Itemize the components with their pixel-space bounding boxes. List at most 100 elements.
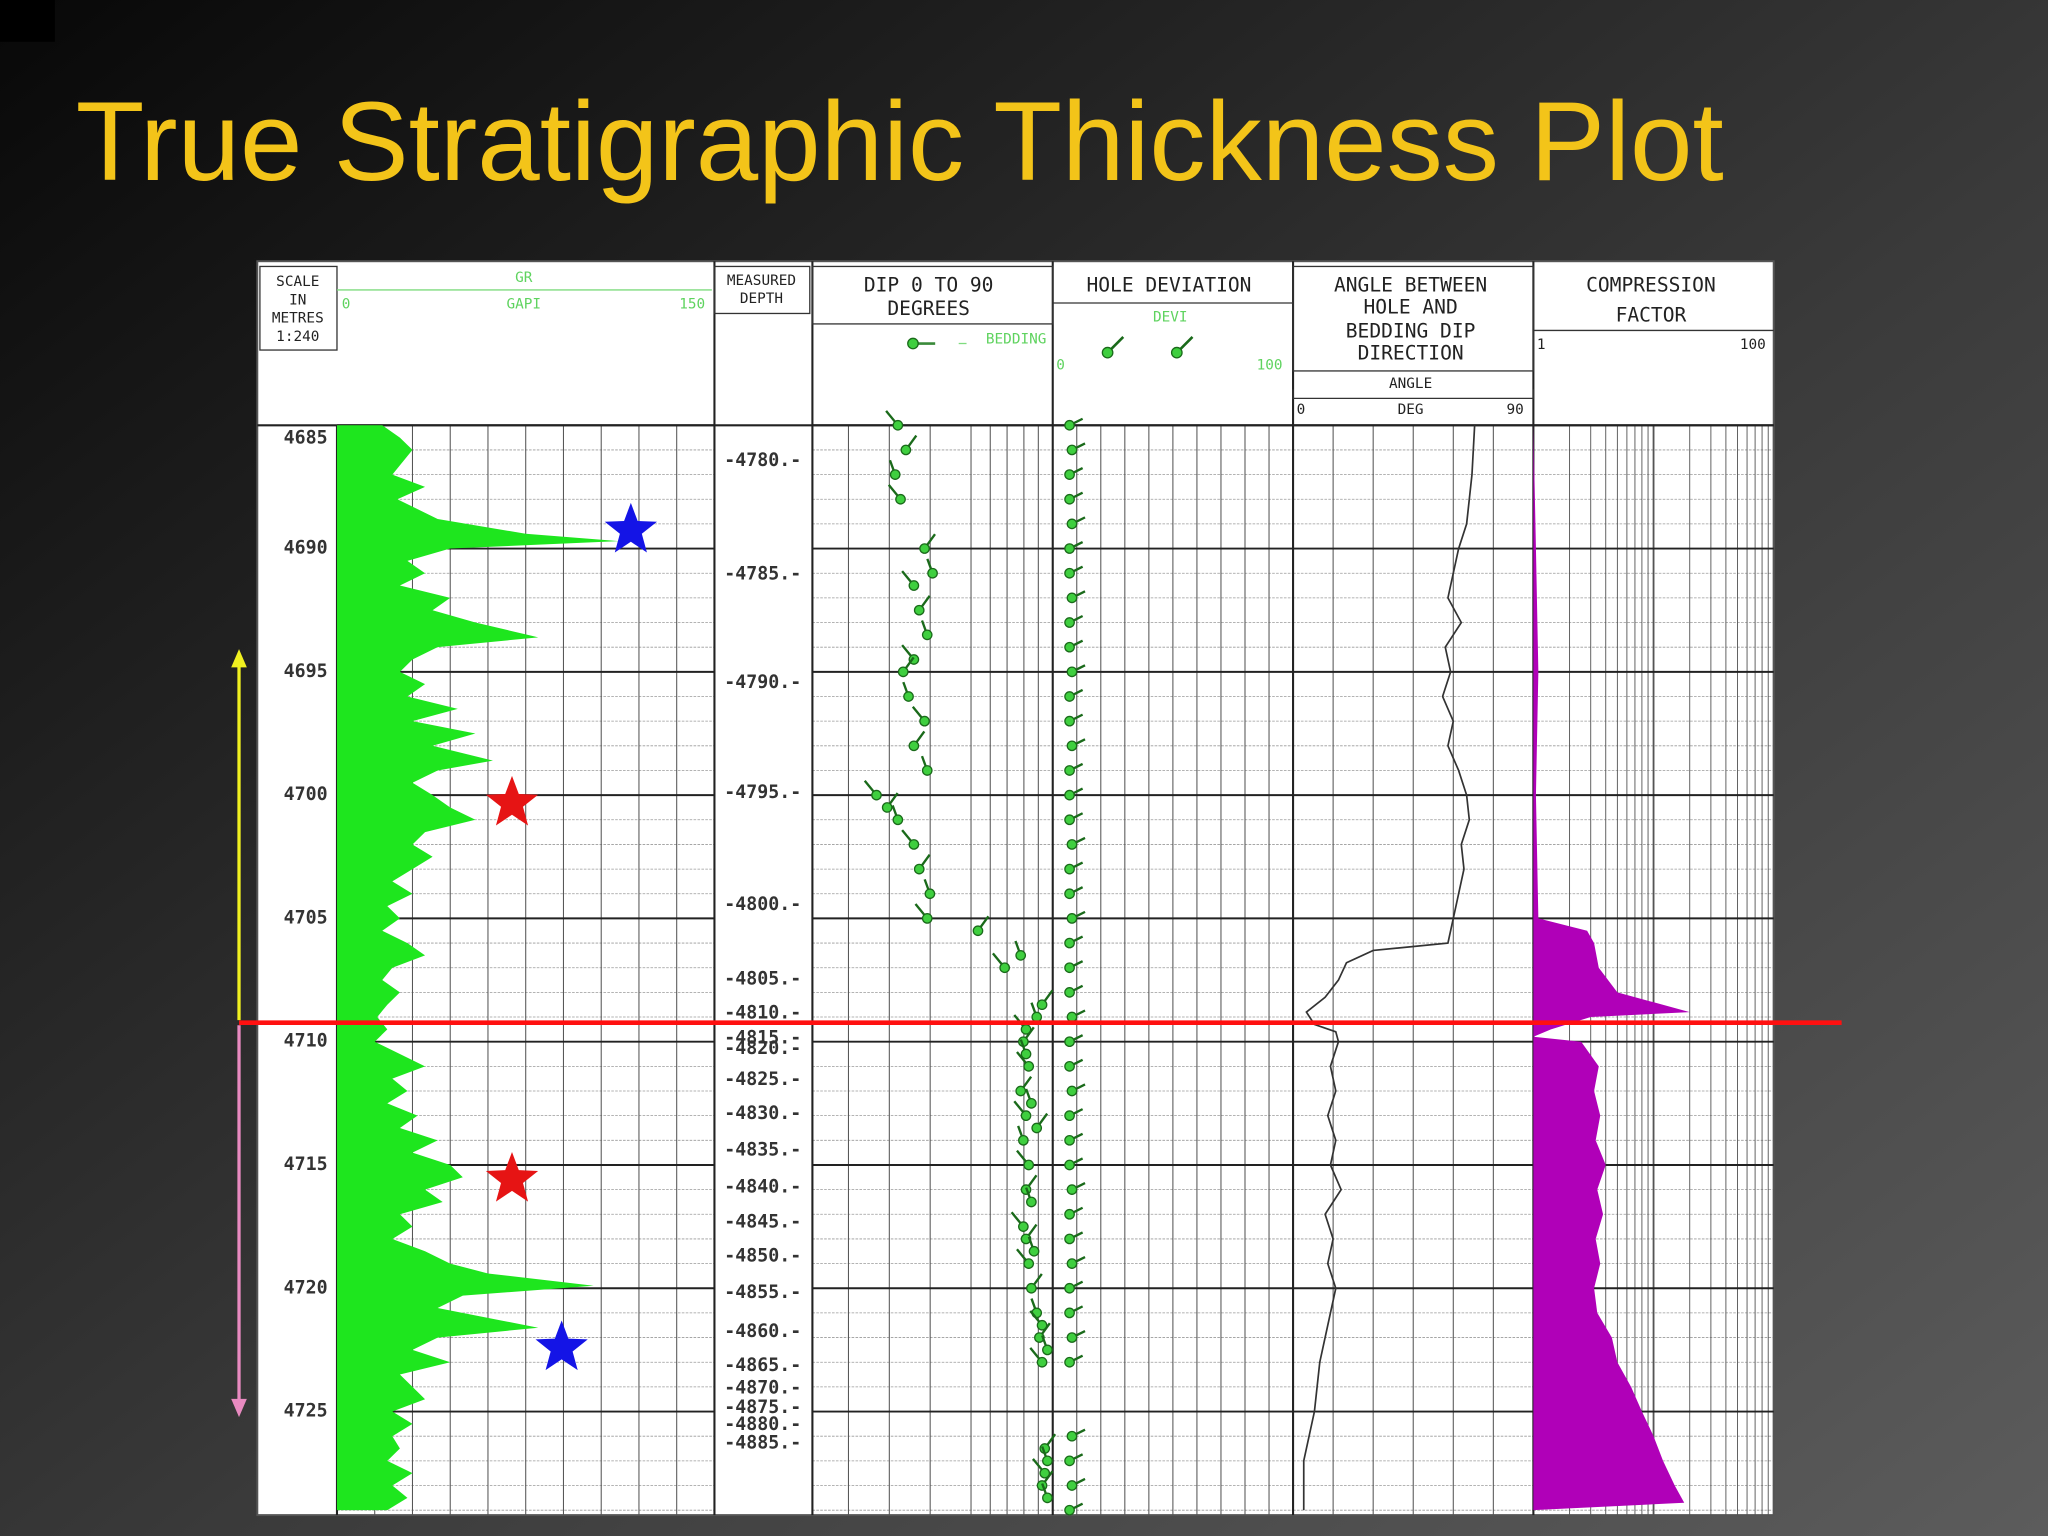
tadpole xyxy=(1036,999,1048,1011)
tadpole xyxy=(1026,1282,1037,1294)
tadpole xyxy=(1066,1332,1078,1343)
grid: 4685 4690 4695 4700 4705 4710 4715 4720 4725 xyxy=(257,261,1775,1516)
tadpole xyxy=(1064,1307,1075,1319)
tadpole xyxy=(871,789,882,801)
annotations xyxy=(231,502,1842,1418)
tadpole xyxy=(913,604,925,616)
compression-curve xyxy=(1533,425,1690,1511)
compression-min: 1 xyxy=(1537,337,1546,353)
md-label: -4815.- xyxy=(724,1027,801,1048)
deviation-name: DEVI xyxy=(1153,309,1188,325)
tadpole xyxy=(1036,1319,1048,1331)
md-label: -4805.- xyxy=(724,969,801,990)
tadpole xyxy=(1064,543,1075,554)
tadpole xyxy=(1064,1504,1075,1516)
md-label: -4860.- xyxy=(724,1321,801,1342)
tadpole xyxy=(1020,1048,1032,1060)
scale-text: METRES xyxy=(272,311,324,327)
tadpole xyxy=(908,580,920,591)
tadpole xyxy=(1064,1110,1075,1122)
tadpole xyxy=(903,691,914,702)
tadpole xyxy=(892,419,904,431)
tadpole xyxy=(1020,1110,1032,1122)
angle-max: 90 xyxy=(1506,402,1523,418)
tadpole xyxy=(1066,666,1078,678)
tadpole xyxy=(1064,765,1075,776)
star-marker xyxy=(485,775,539,826)
tadpole xyxy=(908,740,920,752)
md-label: -4830.- xyxy=(724,1103,801,1124)
tadpole xyxy=(921,765,933,776)
tadpole xyxy=(1064,1134,1075,1146)
legend-tadpole xyxy=(1101,346,1114,359)
md-label: -4855.- xyxy=(724,1282,801,1303)
tadpole xyxy=(1064,493,1075,505)
slide-title: True Stratigraphic Thickness Plot xyxy=(76,78,1724,204)
angle-header: BEDDING DIP xyxy=(1346,319,1476,342)
tadpole xyxy=(889,469,901,480)
arrow-head xyxy=(231,1398,247,1418)
md-label: -4835.- xyxy=(724,1140,801,1161)
compression-header: COMPRESSION xyxy=(1586,274,1716,297)
tadpole xyxy=(1064,962,1075,974)
md-label: -4800.- xyxy=(724,894,801,915)
tadpole xyxy=(1031,1122,1043,1134)
md-label: -4790.- xyxy=(724,672,801,693)
tadpole xyxy=(1026,1196,1037,1208)
md-label: -4810.- xyxy=(724,1003,801,1024)
tadpole xyxy=(1064,863,1075,875)
tadpole xyxy=(1064,888,1075,900)
tadpole xyxy=(1039,1467,1051,1479)
tadpole xyxy=(1042,1455,1053,1467)
dip-box xyxy=(811,265,1054,325)
depth-tick-label: 4715 xyxy=(284,1154,328,1175)
tadpole xyxy=(1066,839,1078,850)
depth-tick-label: 4710 xyxy=(284,1031,328,1052)
tadpole xyxy=(1066,444,1078,456)
tadpole xyxy=(1064,469,1075,480)
gr-max: 150 xyxy=(679,296,705,312)
tadpole xyxy=(1064,1455,1075,1467)
star-marker xyxy=(485,1152,539,1202)
deviation-max: 100 xyxy=(1257,358,1283,374)
tadpole xyxy=(1036,1356,1048,1368)
md-label: -4850.- xyxy=(724,1245,801,1266)
tadpole xyxy=(908,839,920,850)
tadpole xyxy=(1064,1036,1075,1048)
angle-name: ANGLE xyxy=(1389,376,1432,392)
angle-header: HOLE AND xyxy=(1363,296,1457,319)
tadpole xyxy=(1066,913,1078,924)
depth-tick-label: 4685 xyxy=(284,427,328,448)
md-label: -4840.- xyxy=(724,1176,801,1197)
tadpole xyxy=(1064,1208,1075,1220)
tadpole xyxy=(913,863,925,875)
depth-tick-label: 4690 xyxy=(284,538,328,559)
tadpole xyxy=(1064,691,1075,702)
scale-box xyxy=(259,265,338,351)
tadpole xyxy=(881,802,893,813)
tadpole xyxy=(1015,950,1027,961)
tadpole xyxy=(900,444,912,456)
tadpole xyxy=(1066,1184,1078,1195)
angle-unit: DEG xyxy=(1398,402,1424,418)
tadpole xyxy=(1066,518,1078,530)
tadpole xyxy=(1066,740,1078,752)
tadpole xyxy=(1015,1085,1027,1097)
depth-tick-label: 4700 xyxy=(284,784,328,805)
dip-header: DIP 0 TO 90 xyxy=(864,274,994,297)
tadpole xyxy=(1064,617,1075,628)
angle-box xyxy=(1292,265,1535,372)
tadpole xyxy=(1018,1221,1029,1232)
tadpole xyxy=(919,715,930,727)
tadpole xyxy=(1042,1492,1053,1504)
tadpole xyxy=(999,962,1011,974)
md-label: -4885.- xyxy=(724,1432,801,1453)
tadpole xyxy=(1023,1258,1035,1269)
tadpole xyxy=(895,493,906,505)
legend-tadpole xyxy=(907,337,919,350)
md-label: -4795.- xyxy=(724,782,801,803)
depth-tick-label: 4705 xyxy=(284,907,328,928)
tadpole xyxy=(1066,1085,1078,1097)
md-label: -4825.- xyxy=(724,1069,801,1090)
tadpole xyxy=(1064,641,1075,653)
